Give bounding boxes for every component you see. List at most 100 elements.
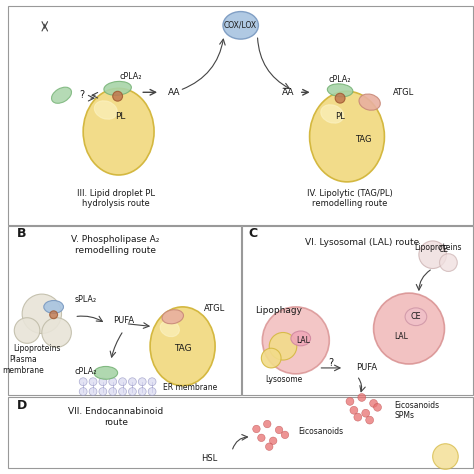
Circle shape [22, 294, 62, 334]
Text: SPMs: SPMs [394, 410, 414, 419]
Text: D: D [17, 399, 27, 412]
Circle shape [335, 93, 345, 103]
Ellipse shape [83, 88, 154, 175]
Ellipse shape [160, 320, 180, 337]
Circle shape [128, 388, 137, 395]
Text: Lipophagy: Lipophagy [255, 306, 302, 315]
Circle shape [79, 378, 87, 386]
Text: VII. Endocannabinoid
route: VII. Endocannabinoid route [68, 408, 163, 427]
FancyBboxPatch shape [9, 226, 241, 395]
Circle shape [118, 378, 127, 386]
Circle shape [419, 241, 447, 268]
Circle shape [128, 378, 137, 386]
Circle shape [148, 378, 156, 386]
Circle shape [281, 431, 289, 438]
Text: cPLA₂: cPLA₂ [75, 367, 97, 376]
Text: IV. Lipolytic (TAG/PL)
remodelling route: IV. Lipolytic (TAG/PL) remodelling route [307, 189, 393, 208]
Circle shape [79, 388, 87, 395]
Circle shape [374, 403, 382, 411]
Text: ATGL: ATGL [204, 304, 226, 313]
Ellipse shape [310, 91, 384, 182]
Text: TAG: TAG [356, 135, 372, 144]
Circle shape [148, 388, 156, 395]
Circle shape [265, 443, 273, 450]
Text: Lysosome: Lysosome [265, 375, 302, 384]
Text: CE: CE [410, 312, 421, 321]
Circle shape [269, 437, 277, 445]
FancyBboxPatch shape [9, 398, 473, 468]
Circle shape [138, 378, 146, 386]
Text: Lipoproteins: Lipoproteins [13, 344, 61, 353]
Circle shape [109, 388, 117, 395]
Circle shape [275, 426, 283, 434]
Ellipse shape [291, 331, 310, 346]
Ellipse shape [321, 105, 344, 123]
FancyBboxPatch shape [242, 226, 473, 395]
Circle shape [433, 444, 458, 469]
Circle shape [14, 318, 40, 343]
Text: ?: ? [80, 90, 85, 100]
Circle shape [354, 413, 362, 421]
Text: PUFA: PUFA [356, 364, 377, 373]
Text: PUFA: PUFA [113, 316, 134, 325]
Text: B: B [17, 227, 27, 239]
Circle shape [264, 420, 271, 428]
Ellipse shape [359, 94, 380, 110]
Ellipse shape [44, 301, 64, 313]
Ellipse shape [162, 310, 183, 324]
Text: CE: CE [438, 246, 448, 254]
Circle shape [42, 318, 72, 347]
Text: Plasma
membrane: Plasma membrane [2, 356, 44, 374]
Text: Eicosanoids: Eicosanoids [394, 401, 439, 410]
Ellipse shape [104, 82, 131, 95]
Text: C: C [248, 227, 258, 239]
Text: LAL: LAL [394, 332, 408, 341]
Circle shape [366, 416, 374, 424]
Circle shape [109, 378, 117, 386]
Circle shape [261, 348, 281, 368]
Circle shape [346, 398, 354, 405]
Text: III. Lipid droplet PL
hydrolysis route: III. Lipid droplet PL hydrolysis route [77, 189, 155, 208]
Text: VI. Lysosomal (LAL) route: VI. Lysosomal (LAL) route [305, 238, 419, 247]
Circle shape [138, 388, 146, 395]
Circle shape [99, 388, 107, 395]
Text: PL: PL [335, 112, 345, 121]
Text: ATGL: ATGL [393, 88, 415, 97]
Text: COX/LOX: COX/LOX [224, 21, 257, 30]
Circle shape [253, 425, 260, 433]
Ellipse shape [94, 101, 118, 119]
Text: cPLA₂: cPLA₂ [329, 75, 351, 84]
Ellipse shape [405, 308, 427, 326]
Text: AA: AA [168, 88, 180, 97]
Ellipse shape [328, 84, 353, 97]
Text: HSL: HSL [201, 454, 217, 463]
Text: TAG: TAG [174, 344, 191, 353]
Circle shape [350, 406, 358, 414]
Circle shape [269, 332, 297, 360]
Circle shape [358, 393, 366, 401]
Circle shape [374, 293, 445, 364]
Text: cPLA₂: cPLA₂ [119, 72, 142, 81]
Text: PL: PL [115, 112, 126, 121]
Circle shape [362, 409, 370, 417]
Circle shape [439, 254, 457, 272]
Text: ?: ? [328, 358, 334, 368]
Text: Lipoproteins: Lipoproteins [415, 243, 462, 252]
Circle shape [89, 388, 97, 395]
Ellipse shape [150, 307, 215, 386]
Circle shape [370, 400, 377, 407]
Circle shape [99, 378, 107, 386]
Circle shape [113, 91, 123, 101]
Text: V. Phospholipase A₂
remodelling route: V. Phospholipase A₂ remodelling route [72, 235, 160, 255]
Text: sPLA₂: sPLA₂ [75, 294, 97, 303]
Ellipse shape [223, 11, 258, 39]
Circle shape [262, 307, 329, 374]
Text: AA: AA [283, 88, 295, 97]
Circle shape [118, 388, 127, 395]
Text: ER membrane: ER membrane [163, 383, 217, 392]
Circle shape [257, 434, 265, 442]
Circle shape [50, 311, 57, 319]
Circle shape [89, 378, 97, 386]
Text: Eicosanoids: Eicosanoids [298, 428, 343, 437]
Ellipse shape [52, 87, 72, 103]
